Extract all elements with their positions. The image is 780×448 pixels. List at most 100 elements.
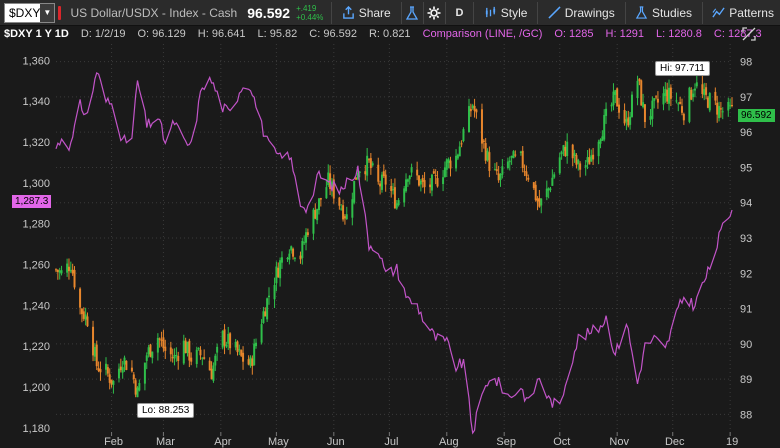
candle-body bbox=[403, 188, 406, 203]
symbol-input[interactable]: $DXY ▼ bbox=[4, 2, 56, 23]
candle-body bbox=[708, 93, 711, 111]
candle-body bbox=[317, 198, 320, 211]
candle-body bbox=[106, 367, 109, 374]
flask-icon bbox=[405, 5, 419, 20]
x-tick-label: Jun bbox=[327, 436, 345, 448]
right-tick-label: 88 bbox=[740, 409, 752, 421]
candle-body bbox=[408, 175, 411, 180]
candle-body bbox=[616, 88, 619, 107]
candle-body bbox=[584, 165, 587, 168]
gear-icon bbox=[427, 6, 441, 19]
candle-body bbox=[625, 119, 628, 122]
candle-body bbox=[629, 116, 632, 125]
flask-button[interactable] bbox=[405, 0, 419, 26]
candle-body bbox=[197, 347, 200, 350]
patterns-button[interactable]: Patterns bbox=[706, 0, 780, 26]
candle-body bbox=[214, 355, 217, 366]
candle-body bbox=[636, 80, 639, 99]
left-tick-label: 1,340 bbox=[22, 96, 50, 108]
info-date: D: 1/2/19 bbox=[80, 28, 126, 40]
candle-body bbox=[136, 387, 139, 398]
candle-body bbox=[55, 269, 57, 271]
candle-body bbox=[642, 102, 645, 108]
candle-body bbox=[97, 368, 100, 371]
candle-body bbox=[288, 253, 291, 260]
studies-button[interactable]: Studies bbox=[629, 0, 698, 26]
candle-body bbox=[199, 349, 202, 356]
alert-flag-icon[interactable] bbox=[58, 5, 61, 20]
x-tick-label: Apr bbox=[214, 436, 231, 448]
candle-body bbox=[236, 341, 239, 353]
right-tick-label: 98 bbox=[740, 57, 752, 69]
candle-body bbox=[721, 111, 724, 113]
comparison-label[interactable]: Comparison (LINE, /GC) bbox=[422, 28, 543, 40]
right-tick-label: 95 bbox=[740, 162, 752, 174]
candle-body bbox=[169, 347, 172, 355]
candle-body bbox=[151, 351, 154, 359]
candle-body bbox=[601, 136, 604, 141]
candle-body bbox=[564, 146, 567, 156]
candle-body bbox=[203, 357, 206, 359]
x-tick-label: Aug bbox=[439, 436, 459, 448]
last-price: 96.592 bbox=[247, 4, 291, 21]
right-tick-label: 94 bbox=[740, 198, 752, 210]
candle-body bbox=[456, 154, 459, 159]
x-tick-label: Dec bbox=[665, 436, 685, 448]
symbol-value: $DXY bbox=[9, 5, 41, 20]
candle-body bbox=[538, 198, 541, 207]
right-tick-label: 92 bbox=[740, 268, 752, 280]
candle-body bbox=[290, 246, 293, 251]
info-open: O: 96.129 bbox=[137, 28, 186, 40]
candle-body bbox=[432, 171, 435, 174]
candle-body bbox=[190, 357, 193, 362]
net-change: +.419 bbox=[296, 3, 317, 13]
candle-body bbox=[69, 270, 72, 272]
candle-body bbox=[525, 171, 528, 177]
chevron-down-icon[interactable]: ▼ bbox=[40, 3, 55, 22]
left-tick-label: 1,180 bbox=[22, 423, 50, 435]
candle-body bbox=[703, 89, 706, 96]
candle-body bbox=[99, 369, 102, 373]
candle-body bbox=[351, 199, 354, 218]
candle-body bbox=[547, 188, 550, 191]
candle-body bbox=[510, 155, 513, 158]
candle-body bbox=[177, 355, 180, 361]
candle-body bbox=[280, 257, 283, 263]
share-button[interactable]: Share bbox=[336, 0, 397, 26]
candle-body bbox=[384, 174, 387, 185]
candle-body bbox=[380, 174, 383, 190]
expand-chart-icon[interactable] bbox=[742, 27, 756, 41]
candle-body bbox=[623, 110, 626, 124]
candle-body bbox=[223, 329, 226, 346]
candle-body bbox=[643, 104, 646, 123]
period-button[interactable]: D bbox=[450, 0, 470, 26]
candle-body bbox=[690, 89, 693, 100]
right-tick-label: 93 bbox=[740, 233, 752, 245]
drawings-label: Drawings bbox=[564, 5, 615, 20]
candle-body bbox=[262, 311, 265, 323]
candle-body bbox=[718, 106, 721, 119]
candle-body bbox=[393, 187, 396, 209]
candlestick-series bbox=[55, 73, 733, 398]
candle-body bbox=[610, 104, 613, 107]
candle-body bbox=[221, 330, 224, 348]
candle-body bbox=[293, 257, 296, 259]
symbol-description: US Dollar/USDX - Index - Cash bbox=[70, 5, 238, 20]
candle-body bbox=[212, 365, 215, 381]
candle-body bbox=[695, 82, 698, 87]
right-tick-label: 97 bbox=[740, 92, 752, 104]
settings-button[interactable] bbox=[427, 0, 441, 26]
drawings-button[interactable]: Drawings bbox=[542, 0, 621, 26]
candle-body bbox=[369, 158, 372, 169]
info-symbol-period: $DXY 1 Y 1D bbox=[4, 28, 69, 40]
left-tick-label: 1,220 bbox=[22, 341, 50, 353]
candle-body bbox=[364, 171, 367, 175]
candle-body bbox=[523, 171, 526, 173]
style-button[interactable]: Style bbox=[478, 0, 534, 26]
candle-body bbox=[447, 159, 450, 163]
candle-body bbox=[605, 108, 608, 116]
candle-body bbox=[286, 258, 289, 260]
candle-body bbox=[255, 342, 258, 347]
candle-body bbox=[586, 157, 589, 163]
